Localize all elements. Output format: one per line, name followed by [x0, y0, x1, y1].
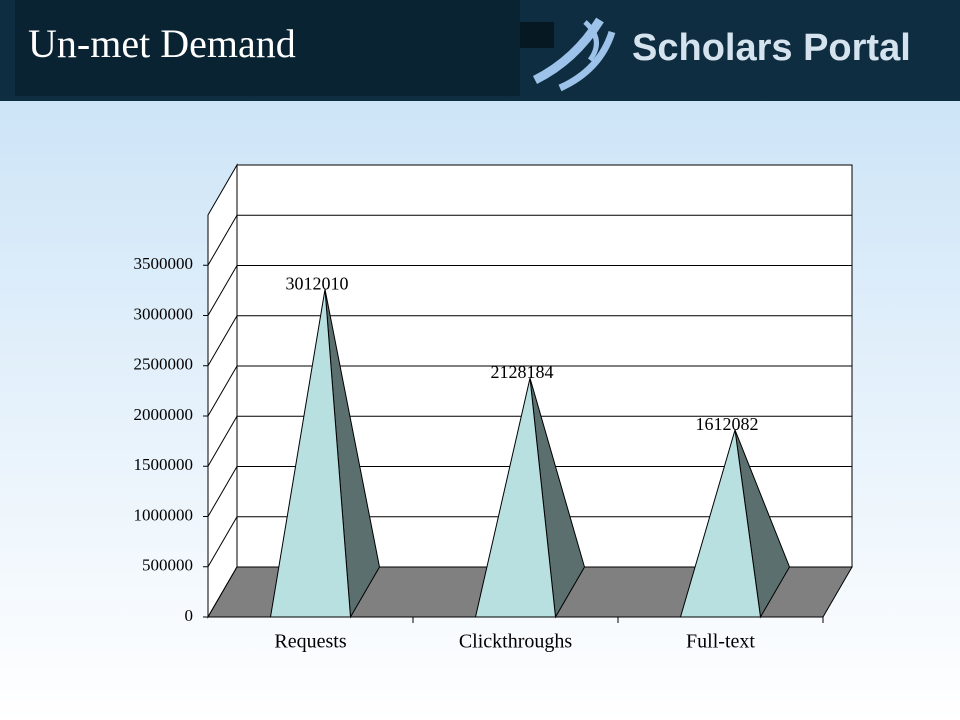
grid-line [207, 365, 238, 417]
x-tick-label: Full-text [686, 631, 755, 653]
pyramid-front [679, 429, 762, 618]
title-box [15, 0, 520, 96]
grid-line [207, 265, 238, 316]
pyramid-front [474, 378, 557, 618]
grid-line [207, 516, 238, 568]
data-label: 3012010 [286, 273, 349, 293]
y-tick-label: 500000 [142, 556, 193, 575]
y-tick-label: 0 [185, 606, 194, 625]
data-label: 1612082 [696, 414, 759, 434]
logo-text: Scholars Portal [632, 27, 911, 69]
grid-line [207, 466, 238, 517]
slide-title: Un-met Demand [28, 21, 296, 66]
y-tick-label: 1500000 [134, 455, 194, 474]
x-tick-label: Clickthroughs [459, 631, 573, 653]
grid-line [207, 315, 238, 367]
logo-block [520, 22, 554, 48]
y-tick-label: 2500000 [134, 355, 194, 374]
y-tick-label: 1000000 [134, 505, 194, 524]
logo-mark [532, 17, 616, 92]
y-tick-label: 2000000 [134, 405, 194, 424]
grid-line [207, 214, 238, 266]
y-tick-label: 3000000 [134, 304, 194, 323]
plot: 0 500000 1000000 1500000 2000000 2500000 30000… [134, 163, 853, 653]
pyramid-front [269, 289, 352, 618]
x-tick-label: Requests [274, 631, 346, 653]
y-tick-label: 3500000 [134, 254, 194, 273]
data-label: 2128184 [491, 362, 554, 382]
grid-line [207, 415, 238, 467]
